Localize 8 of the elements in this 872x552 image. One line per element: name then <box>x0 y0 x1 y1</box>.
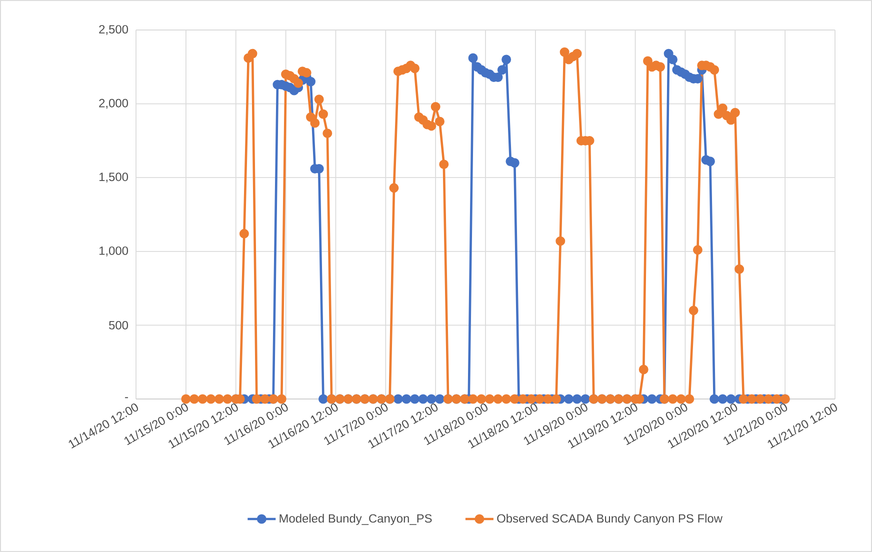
y-tick-label: 500 <box>109 320 128 330</box>
y-tick-label: 1,000 <box>99 246 128 256</box>
legend-label: Modeled Bundy_Canyon_PS <box>280 514 432 526</box>
y-tick-label: - <box>125 397 128 398</box>
y-tick-label: 1,500 <box>99 172 128 183</box>
y-tick-label: 2,500 <box>99 25 128 35</box>
legend-label: Observed SCADA Bundy Canyon PS Flow <box>497 514 723 526</box>
y-tick-label: 2,000 <box>99 98 128 109</box>
